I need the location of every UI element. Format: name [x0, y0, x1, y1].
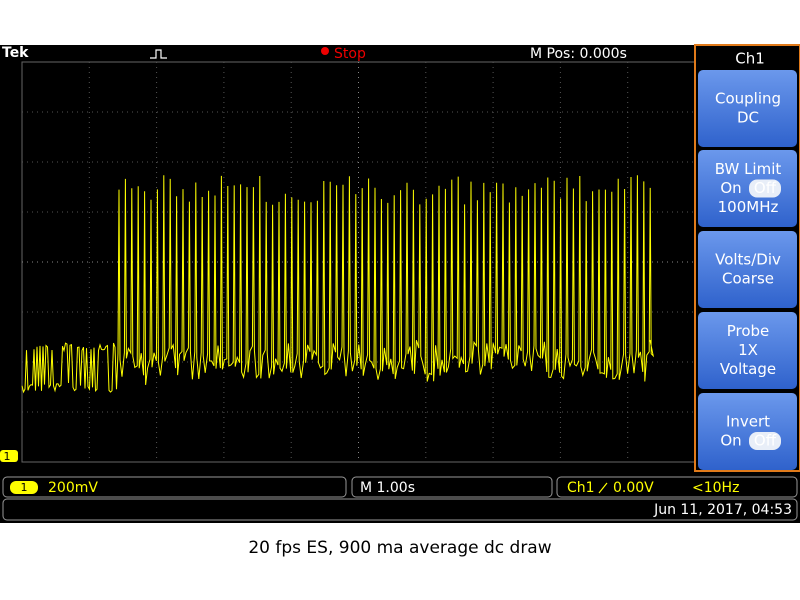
channel-readout — [2, 476, 347, 498]
trigger-frequency: <10Hz — [692, 480, 739, 496]
menu-button — [698, 312, 797, 389]
timebase: M 1.00s — [360, 480, 415, 496]
menu-title: Ch1 — [735, 50, 765, 68]
waveform-trace — [21, 175, 655, 394]
option-highlight — [749, 179, 781, 198]
channel-badge — [10, 481, 38, 494]
trigger-readout — [556, 476, 798, 498]
menu-value: Coarse — [722, 270, 774, 288]
menu-option: On — [720, 179, 741, 197]
ground-marker-label: 1 — [4, 450, 11, 463]
menu-extra: 100MHz — [718, 198, 779, 216]
menu-extra: Voltage — [720, 360, 776, 378]
trigger-level: 0.00V — [613, 480, 654, 496]
trigger-source: Ch1 — [567, 480, 595, 496]
menu-label: Coupling — [715, 90, 781, 108]
menu-option: On — [720, 432, 741, 450]
channel-number: 1 — [21, 481, 28, 494]
stop-dot — [321, 47, 329, 55]
date-bar — [2, 498, 798, 521]
menu-option: Off — [754, 432, 777, 450]
menu-button — [698, 393, 797, 470]
menu-label: BW Limit — [715, 160, 782, 178]
datetime: Jun 11, 2017, 04:53 — [653, 502, 792, 518]
menu-label: Volts/Div — [715, 251, 781, 269]
caption: 20 fps ES, 900 ma average dc draw — [248, 538, 551, 558]
menu-option: Off — [754, 179, 777, 197]
menu-value: DC — [737, 109, 759, 127]
menu-value: 1X — [738, 341, 758, 359]
menu-button — [698, 70, 797, 147]
timebase-readout — [351, 476, 553, 498]
menu-button — [698, 231, 797, 308]
ground-marker — [0, 450, 18, 462]
trigger-slope — [598, 482, 608, 494]
trigger-icon — [150, 49, 167, 59]
run-status: Stop — [334, 46, 366, 62]
menu-button — [698, 150, 797, 227]
brand: Tek — [2, 45, 29, 61]
volts-per-div: 200mV — [48, 480, 98, 496]
option-highlight — [749, 432, 781, 450]
menu-label: Invert — [726, 413, 770, 431]
menu-label: Probe — [727, 322, 770, 340]
horizontal-position: M Pos: 0.000s — [530, 46, 627, 62]
